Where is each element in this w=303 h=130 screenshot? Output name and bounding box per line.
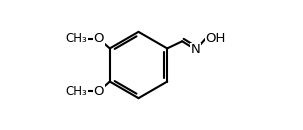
Text: O: O: [94, 85, 104, 98]
Text: OH: OH: [205, 32, 226, 45]
Text: CH₃: CH₃: [65, 85, 87, 98]
Text: CH₃: CH₃: [65, 32, 87, 45]
Text: O: O: [94, 32, 104, 45]
Text: N: N: [191, 43, 201, 56]
